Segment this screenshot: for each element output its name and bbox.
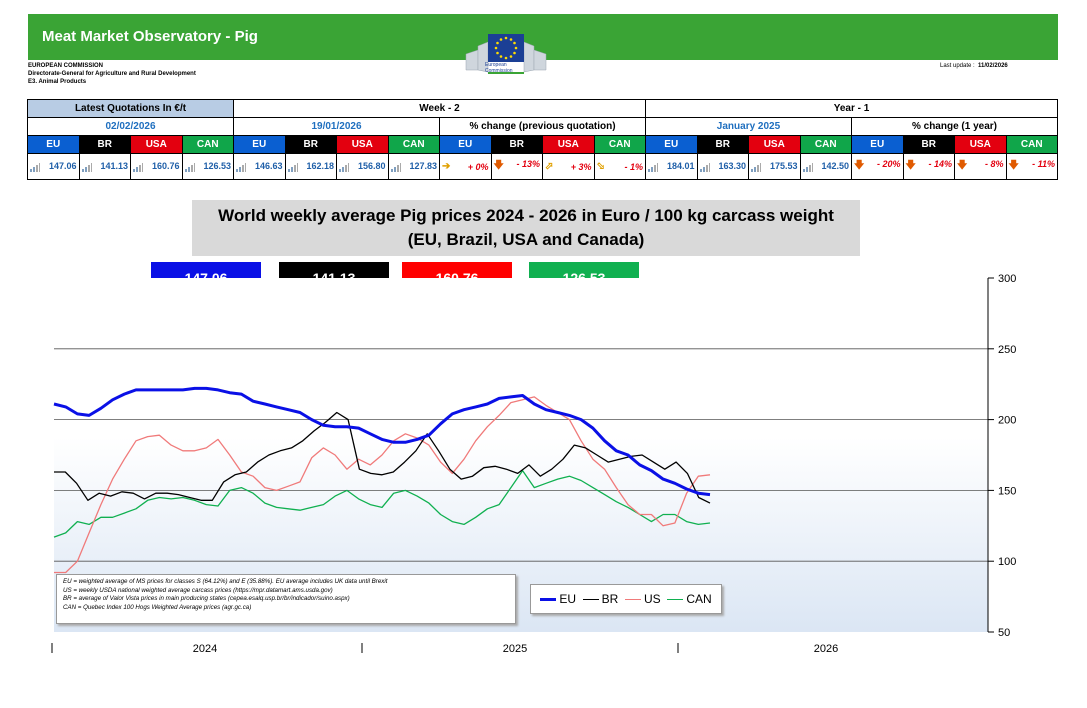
legend-eu: EU (540, 592, 576, 606)
country-header: BR (902, 135, 955, 154)
country-header: EU (645, 135, 698, 154)
country-header: EU (439, 135, 492, 154)
note-us: US = weekly USDA national weighted avera… (63, 586, 333, 594)
series-line-can (53, 469, 711, 538)
week2-change: 🡇 - 13% (490, 153, 543, 180)
org-info: EUROPEAN COMMISSION Directorate-General … (28, 63, 196, 85)
week2-change: ⬀ + 3% (542, 153, 595, 180)
date-latest: 02/02/2026 (27, 117, 234, 136)
y-tick-label: 100 (998, 556, 1016, 568)
country-header: USA (954, 135, 1007, 154)
group-year1: Year - 1 (645, 99, 1058, 118)
group-week2: Week - 2 (233, 99, 646, 118)
series-line-br (54, 411, 711, 504)
week2-value: 156.80 (336, 153, 389, 180)
quotations-table: Latest Quotations In €/t Week - 2 Year -… (27, 99, 1058, 180)
country-header: USA (542, 135, 595, 154)
country-header: BR (284, 135, 337, 154)
country-header: EU (851, 135, 904, 154)
week2-value: 162.18 (284, 153, 337, 180)
series-line-eu (53, 386, 711, 497)
year1-value: 142.50 (799, 153, 852, 180)
note-eu: EU = weighted average of MS prices for c… (63, 578, 388, 585)
latest-value: 147.06 (27, 153, 80, 180)
x-year-label: 2024 (193, 643, 217, 655)
latest-value: 141.13 (78, 153, 131, 180)
country-header: BR (78, 135, 131, 154)
y-tick-label: 200 (998, 415, 1016, 427)
x-year-label: 2026 (814, 643, 838, 655)
year1-change: 🡇 - 8% (954, 153, 1007, 180)
year1-change: 🡇 - 20% (851, 153, 904, 180)
year1-change: 🡇 - 11% (1005, 153, 1058, 180)
country-header: EU (233, 135, 286, 154)
page-title: Meat Market Observatory - Pig (42, 28, 258, 45)
country-header: BR (696, 135, 749, 154)
note-can: CAN = Quebec Index 100 Hogs Weighted Ave… (63, 603, 252, 611)
country-header: CAN (181, 135, 234, 154)
year1-value: 175.53 (748, 153, 801, 180)
country-header: BR (490, 135, 543, 154)
week2-change: ⬂ - 1% (593, 153, 646, 180)
country-header: CAN (1005, 135, 1058, 154)
chart-title: World weekly average Pig prices 2024 - 2… (192, 200, 860, 256)
country-header: CAN (593, 135, 646, 154)
chart-notes: EU = weighted average of MS prices for c… (56, 574, 516, 624)
week2-value: 127.83 (387, 153, 440, 180)
year1-value: 184.01 (645, 153, 698, 180)
legend-can: CAN (667, 592, 712, 606)
logo-caption: European Commission (485, 62, 513, 74)
country-header: EU (27, 135, 80, 154)
price-chart: 300 250 200 150 100 50 2024 2025 2026 (51, 273, 1016, 655)
ec-logo (464, 18, 548, 80)
latest-value: 160.76 (130, 153, 183, 180)
chart-legend: EU BR US CAN (530, 584, 722, 614)
label-week2-pct: % change (previous quotation) (439, 117, 646, 136)
x-year-label: 2025 (503, 643, 527, 655)
y-tick-label: 250 (998, 344, 1016, 356)
last-update: Last update : 11/02/2026 (940, 63, 1008, 69)
country-header: USA (748, 135, 801, 154)
series-line-us (54, 396, 711, 574)
country-header: USA (130, 135, 183, 154)
label-year1-pct: % change (1 year) (851, 117, 1058, 136)
country-header: CAN (799, 135, 852, 154)
header-banner (28, 14, 1058, 60)
week2-value: 146.63 (233, 153, 286, 180)
legend-us: US (624, 592, 661, 606)
y-tick-label: 150 (998, 485, 1016, 497)
legend-br: BR (582, 592, 618, 606)
y-tick-label: 300 (998, 273, 1016, 285)
latest-value: 126.53 (181, 153, 234, 180)
date-year1: January 2025 (645, 117, 852, 136)
date-week2: 19/01/2026 (233, 117, 440, 136)
year1-value: 163.30 (696, 153, 749, 180)
year1-change: 🡇 - 14% (902, 153, 955, 180)
note-br: BR = average of Valor Vista prices in ma… (63, 595, 350, 602)
group-latest: Latest Quotations In €/t (27, 99, 234, 118)
country-header: USA (336, 135, 389, 154)
week2-change: ➔ + 0% (439, 153, 492, 180)
y-tick-label: 50 (998, 627, 1010, 639)
country-header: CAN (387, 135, 440, 154)
